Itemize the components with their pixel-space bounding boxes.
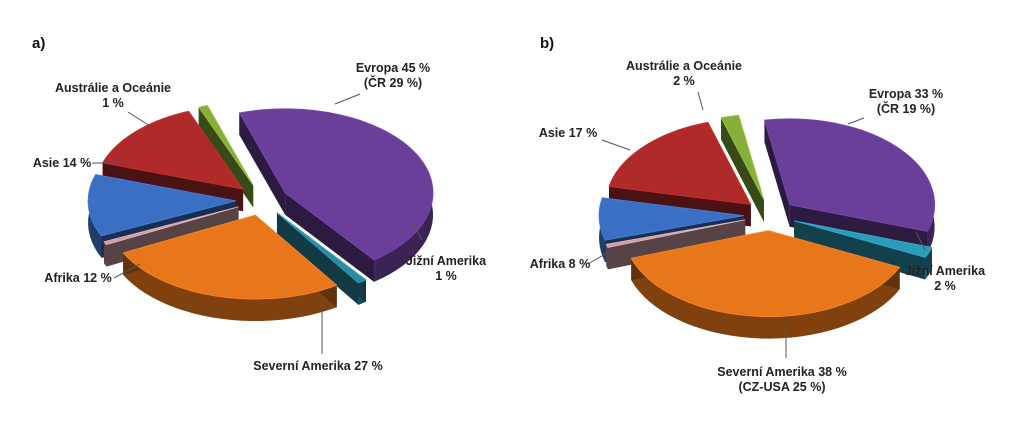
panel-label-b: b) bbox=[540, 35, 554, 52]
leader-line-austr-lie-a-oce-nie bbox=[127, 111, 151, 127]
slice-label-afrika-12: Afrika 12 % bbox=[44, 271, 111, 285]
leader-line-evropa-45 bbox=[334, 93, 361, 105]
leader-line-evropa-33 bbox=[847, 117, 865, 125]
slice-sublabel-ji-n-amerika: 2 % bbox=[934, 279, 956, 293]
slice-sublabel-austr-lie-a-oce-nie: 2 % bbox=[673, 74, 695, 88]
slice-sublabel-austr-lie-a-oce-nie: 1 % bbox=[102, 96, 124, 110]
slice-ji-n-amerika bbox=[794, 220, 933, 280]
leader-line-ji-n-amerika bbox=[411, 221, 423, 241]
leader-line-austr-lie-a-oce-nie bbox=[697, 91, 704, 111]
slice-label-evropa-33: Evropa 33 % bbox=[869, 87, 943, 101]
leader-line-asie-17 bbox=[601, 139, 631, 151]
slice-label-evropa-45: Evropa 45 % bbox=[356, 61, 430, 75]
slice-asie-14 bbox=[101, 110, 244, 212]
slice-label-asie-14: Asie 14 % bbox=[33, 156, 91, 170]
slice-label-ji-n-amerika: Jižní Amerika bbox=[406, 254, 487, 268]
slice-evropa-45 bbox=[238, 108, 434, 282]
slice-label-afrika-8: Afrika 8 % bbox=[530, 257, 590, 271]
slice-ji-n-amerika bbox=[276, 212, 367, 305]
slice-sublabel-evropa-33: (ČR 19 %) bbox=[877, 101, 935, 116]
slice-sublabel-evropa-45: (ČR 29 %) bbox=[364, 75, 422, 90]
leader-line-afrika-12 bbox=[113, 263, 141, 279]
slice-label-asie-17: Asie 17 % bbox=[539, 126, 597, 140]
leader-line-afrika-8 bbox=[587, 249, 613, 265]
slice-austr-lie-a-oce-nie bbox=[720, 114, 765, 222]
slice-label-austr-lie-a-oce-nie: Austrálie a Oceánie bbox=[626, 59, 742, 73]
slice-sublabel-severn-amerika-38: (CZ-USA 25 %) bbox=[738, 380, 825, 394]
slice-sublabel-ji-n-amerika: 1 % bbox=[435, 269, 457, 283]
slice-label-ji-n-amerika: Jižní Amerika bbox=[905, 264, 986, 278]
slice-austr-lie-a-oce-nie bbox=[198, 104, 254, 208]
panel-label-a: a) bbox=[32, 35, 45, 52]
slice-label-austr-lie-a-oce-nie: Austrálie a Oceánie bbox=[55, 81, 171, 95]
slice-label-severn-amerika-27: Severní Amerika 27 % bbox=[253, 359, 382, 373]
slice-severn-amerika-27 bbox=[122, 214, 338, 322]
leader-line-ji-n-amerika bbox=[915, 231, 926, 251]
slice-label-severn-amerika-38: Severní Amerika 38 % bbox=[717, 365, 846, 379]
slice-severn-amerika-38 bbox=[630, 230, 901, 339]
